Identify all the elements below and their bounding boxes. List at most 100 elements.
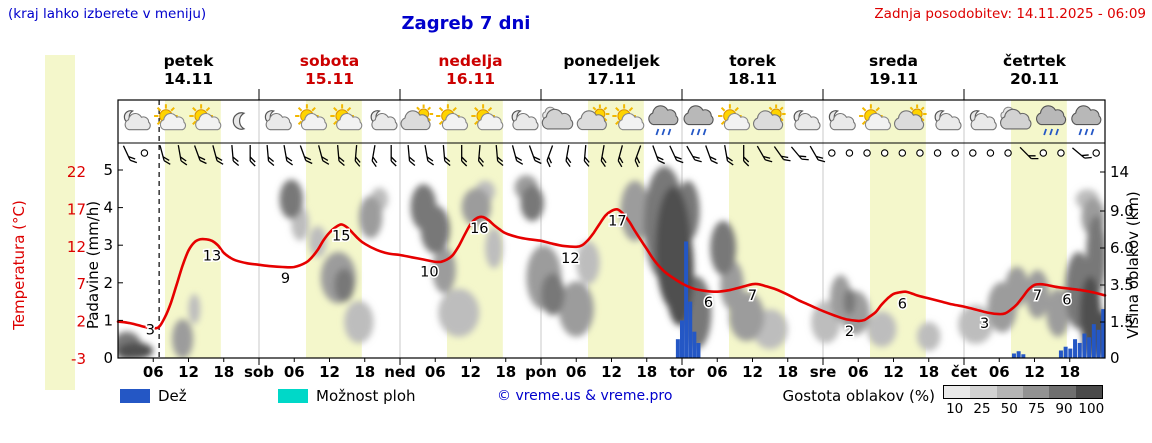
- wind-barb-icon: [317, 145, 330, 165]
- temperature-value-label: 6: [898, 296, 907, 312]
- density-step: [970, 386, 997, 398]
- cloud-blob: [358, 195, 383, 239]
- x-day-abbr: čet: [951, 363, 977, 381]
- density-step: [944, 386, 971, 398]
- cloud-shape: [512, 112, 539, 131]
- rain-bar: [1091, 324, 1096, 358]
- wind-barb-icon: [773, 146, 791, 162]
- wind-barb-icon: [495, 144, 504, 167]
- sun-ray: [346, 106, 352, 112]
- rain-mark: [1084, 128, 1089, 136]
- cloud-blob: [172, 318, 194, 358]
- sun-ray: [416, 106, 421, 111]
- cloud-blob: [334, 268, 355, 302]
- cloud-shape: [371, 112, 398, 131]
- cloud-blob: [1086, 215, 1105, 296]
- cloud-blob: [541, 273, 565, 316]
- wind-barb-icon: [1019, 146, 1039, 160]
- rain-bar: [680, 320, 684, 358]
- x-day-abbr: tor: [670, 363, 695, 381]
- x-hour-label: 18: [495, 363, 516, 381]
- wind-barb-icon: [354, 144, 361, 167]
- wind-barb-icon: [652, 145, 665, 165]
- wind-calm-icon: [898, 149, 907, 157]
- weather-icon-cloud-sun: [752, 104, 786, 131]
- wind-barb-icon: [371, 145, 378, 168]
- density-value: 10: [946, 401, 964, 417]
- sun-ray: [170, 106, 175, 112]
- sun-ray: [592, 106, 597, 111]
- weather-icon-cloud-sun: [893, 104, 927, 131]
- rain-bar: [1021, 354, 1026, 358]
- cloud-density-scale: [943, 385, 1103, 399]
- copyright-link[interactable]: © vreme.us & vreme.pro: [497, 388, 673, 404]
- cloud-blob: [843, 288, 856, 315]
- cloud-shape: [893, 110, 925, 131]
- wind-barb-icon: [546, 145, 554, 168]
- wind-calm-icon: [969, 149, 977, 157]
- wind-barb-icon: [249, 145, 256, 167]
- day-name: sreda: [869, 52, 918, 70]
- rain-mark: [696, 128, 701, 136]
- weather-icon-sun-cloud: [330, 104, 363, 131]
- rain-bar: [1096, 329, 1101, 358]
- cloud-shape: [195, 112, 222, 131]
- cloud-blob: [1025, 270, 1050, 319]
- cloud-shape: [576, 110, 607, 131]
- rain-bar: [1016, 351, 1021, 358]
- wind-barb-icon: [686, 145, 702, 163]
- wind-barb-icon: [266, 144, 275, 167]
- cloud-shape: [265, 112, 292, 131]
- rain-mark: [1043, 128, 1047, 136]
- wind-barb-icon: [1072, 147, 1092, 159]
- wind-calm-icon: [933, 149, 942, 157]
- cloud-shape: [618, 112, 645, 131]
- temperature-value-label: 13: [203, 249, 221, 265]
- wind-barb-icon: [336, 144, 345, 167]
- wind-calm-icon: [140, 149, 149, 157]
- cloud-blob: [729, 291, 765, 342]
- wind-calm-icon: [951, 149, 959, 157]
- rain-bar: [1087, 337, 1092, 358]
- sun-ray: [720, 120, 726, 126]
- rain-bar: [1063, 346, 1068, 358]
- cloud-shape: [477, 112, 504, 131]
- wind-calm-icon: [1092, 149, 1100, 157]
- wind-calm-icon: [828, 149, 836, 157]
- day-name: ponedeljek: [563, 52, 660, 70]
- weather-icon-cloud-sun: [400, 104, 434, 131]
- weather-icon-cloud: [1000, 106, 1032, 130]
- precip-tick-label: 4: [103, 199, 113, 217]
- x-hour-label: 12: [178, 363, 199, 381]
- wind-barb-icon: [477, 144, 485, 167]
- temperature-value-label: 3: [980, 316, 989, 332]
- wind-barb-icon: [159, 145, 171, 165]
- cloud-tick-label: 6.0: [1110, 239, 1134, 257]
- temp-tick-label: -3: [71, 350, 86, 368]
- weather-icon-moon-cloud: [511, 110, 539, 131]
- temp-tick-label: 22: [67, 163, 86, 181]
- wind-barb-icon: [122, 145, 138, 164]
- x-day-abbr: sre: [810, 363, 837, 381]
- cloud-blob: [1005, 266, 1029, 308]
- x-hour-label: 06: [707, 363, 728, 381]
- day-name: petek: [164, 52, 215, 70]
- cloud-shape: [159, 112, 186, 131]
- weather-icon-sun-cloud: [189, 104, 222, 131]
- temp-tick-label: 7: [76, 275, 86, 293]
- sun-ray: [452, 106, 457, 112]
- cloud-blob: [188, 293, 201, 325]
- wind-barb-icon: [177, 145, 188, 166]
- day-date: 20.11: [1010, 70, 1059, 88]
- sun-ray: [192, 120, 197, 126]
- sun-ray: [920, 106, 925, 111]
- x-hour-label: 12: [883, 363, 904, 381]
- showers-legend-swatch: [278, 389, 308, 403]
- wind-barb-icon: [390, 145, 397, 167]
- weather-icon-moon-cloud: [123, 110, 151, 131]
- weather-icon-cloud: [541, 106, 574, 130]
- weather-icon-moon: [232, 112, 246, 130]
- temperature-value-label: 9: [281, 271, 290, 287]
- wind-barb-icon: [565, 145, 572, 168]
